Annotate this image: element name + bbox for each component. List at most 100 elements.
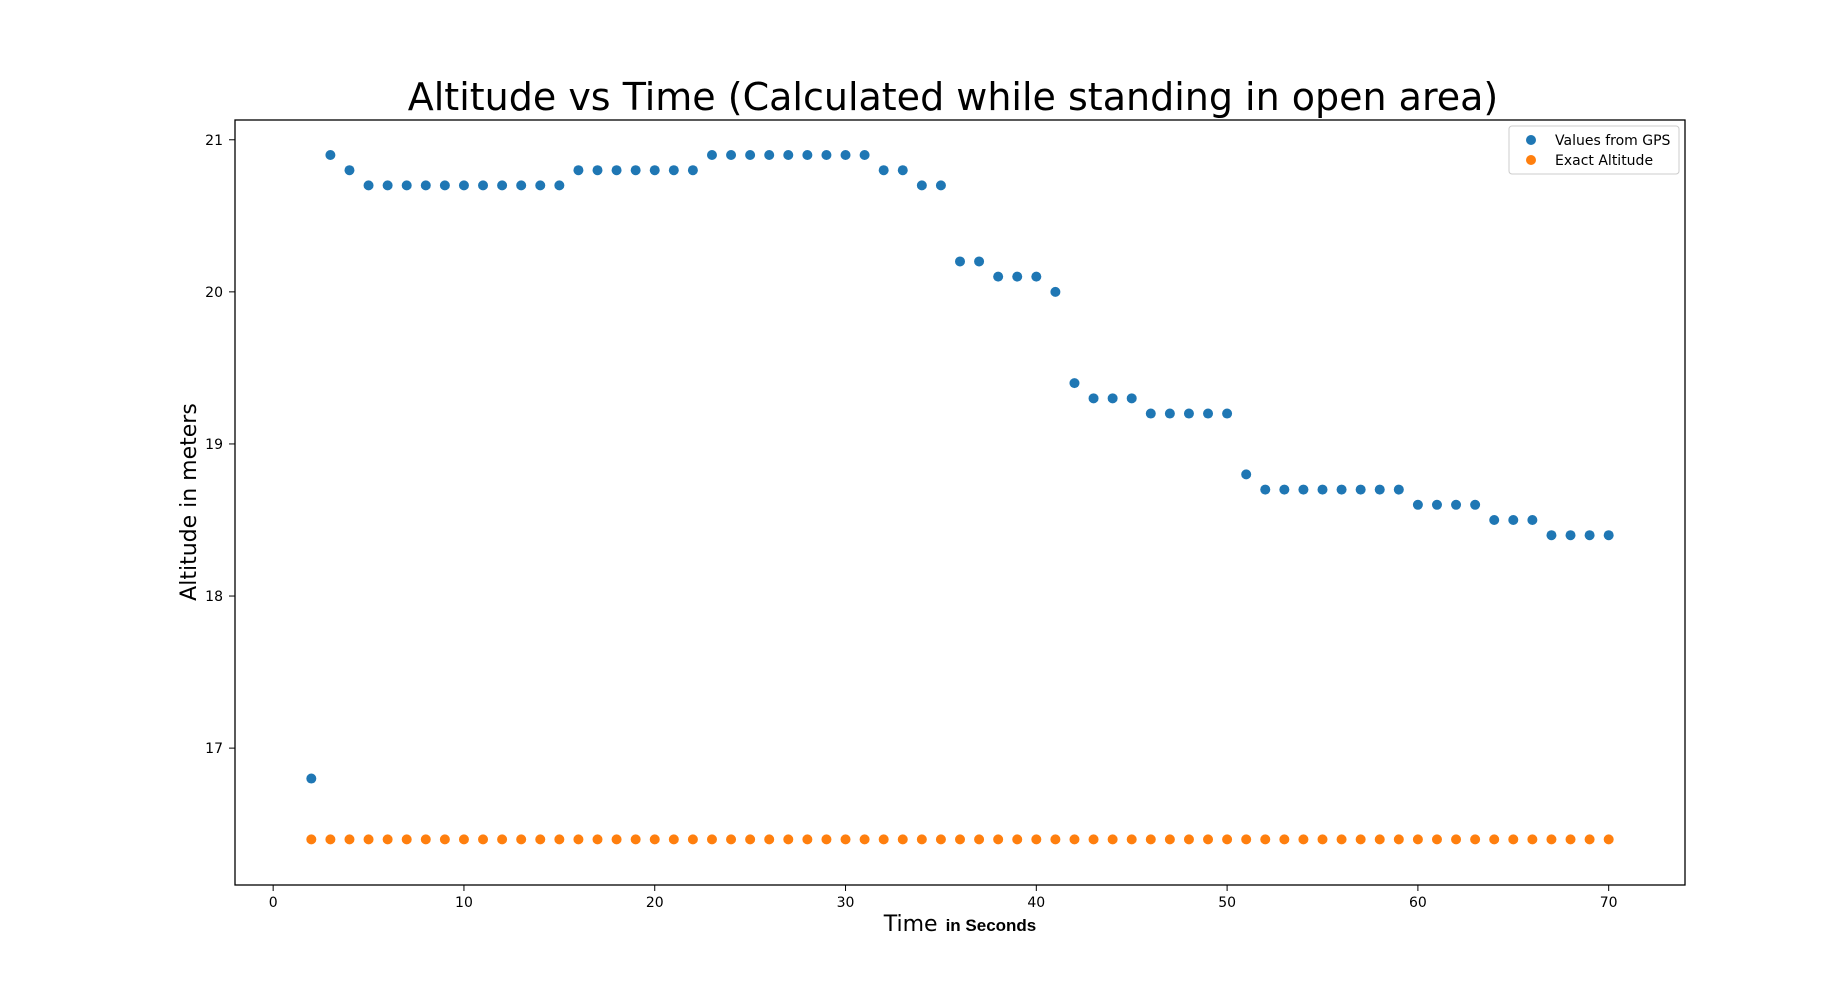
exact-point [1565,834,1576,845]
legend-label-gps: Values from GPS [1555,133,1671,149]
exact-point [840,834,851,845]
gps-point [916,180,927,191]
chart-title: Altitude vs Time (Calculated while stand… [408,75,1498,119]
x-axis-ticks: 0 10 20 30 40 50 60 70 [269,885,1618,911]
series-gps [306,149,1614,784]
exact-point [802,834,813,845]
gps-point [897,165,908,176]
gps-point [802,149,813,160]
gps-point [497,180,508,191]
exact-point [1451,834,1462,845]
exact-point [401,834,412,845]
exact-point [935,834,946,845]
exact-point [497,834,508,845]
exact-point [363,834,374,845]
exact-point [1088,834,1099,845]
exact-point [458,834,469,845]
gps-point [1183,408,1194,419]
gps-point [1489,514,1500,525]
exact-point [974,834,985,845]
gps-point [764,149,775,160]
gps-point [1050,286,1061,297]
gps-point [1203,408,1214,419]
series-exact [306,834,1614,845]
x-tick-label: 60 [1409,895,1427,911]
x-tick-label: 10 [455,895,473,911]
gps-point [573,165,584,176]
gps-point [1431,499,1442,510]
exact-point [1241,834,1252,845]
x-tick-label: 50 [1218,895,1236,911]
x-axis-label-main: Time [883,912,938,937]
exact-point [1012,834,1023,845]
exact-point [1584,834,1595,845]
exact-point [859,834,870,845]
gps-point [1355,484,1366,495]
exact-point [1412,834,1423,845]
gps-point [993,271,1004,282]
gps-point [859,149,870,160]
y-axis-ticks: 17 18 19 20 21 [205,133,235,757]
exact-point [783,834,794,845]
gps-point [745,149,756,160]
gps-point [535,180,546,191]
legend-marker-exact [1526,155,1536,165]
gps-point [363,180,374,191]
gps-point [649,165,660,176]
exact-point [1222,834,1233,845]
gps-point [840,149,851,160]
exact-point [993,834,1004,845]
exact-point [535,834,546,845]
exact-point [1260,834,1271,845]
exact-point [325,834,336,845]
exact-point [764,834,775,845]
gps-point [1241,469,1252,480]
gps-point [439,180,450,191]
exact-point [573,834,584,845]
exact-point [611,834,622,845]
exact-point [668,834,679,845]
y-tick-label: 18 [205,589,223,605]
exact-point [1298,834,1309,845]
exact-point [306,834,317,845]
gps-point [1088,393,1099,404]
exact-point [1527,834,1538,845]
gps-point [1336,484,1347,495]
gps-point [1222,408,1233,419]
exact-point [1279,834,1290,845]
exact-point [897,834,908,845]
x-tick-label: 30 [837,895,855,911]
exact-point [1508,834,1519,845]
gps-point [878,165,889,176]
exact-point [1546,834,1557,845]
gps-point [1107,393,1118,404]
x-tick-label: 0 [269,895,278,911]
gps-point [783,149,794,160]
x-tick-label: 20 [646,895,664,911]
gps-point [554,180,565,191]
y-tick-label: 21 [205,133,223,149]
exact-point [916,834,927,845]
exact-point [745,834,756,845]
exact-point [706,834,717,845]
gps-point [630,165,641,176]
exact-point [878,834,889,845]
gps-point [1298,484,1309,495]
gps-point [821,149,832,160]
gps-point [1126,393,1137,404]
exact-point [1489,834,1500,845]
gps-point [1508,514,1519,525]
exact-point [1470,834,1481,845]
gps-point [1451,499,1462,510]
exact-point [1126,834,1137,845]
gps-point [611,165,622,176]
gps-point [478,180,489,191]
gps-point [1565,530,1576,541]
exact-point [1317,834,1328,845]
exact-point [955,834,965,845]
exact-point [649,834,660,845]
gps-point [1164,408,1175,419]
gps-point [344,165,355,176]
y-tick-label: 17 [205,741,223,757]
